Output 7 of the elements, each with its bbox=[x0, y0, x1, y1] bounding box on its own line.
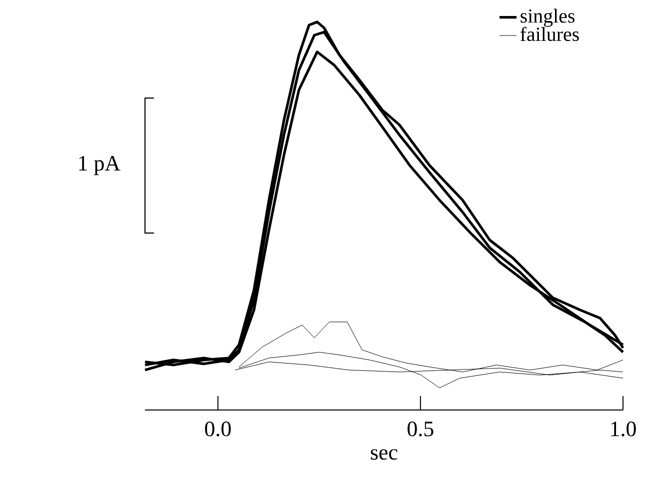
x-tick-label: 0.5 bbox=[408, 422, 434, 436]
legend-label: failures bbox=[520, 26, 579, 42]
x-tick-label: 0.0 bbox=[205, 422, 231, 436]
legend-label: singles bbox=[520, 8, 574, 27]
x-axis-title: sec bbox=[370, 449, 398, 460]
x-tick-label: 1.0 bbox=[611, 422, 636, 436]
annotation: 1 pA bbox=[79, 156, 120, 176]
